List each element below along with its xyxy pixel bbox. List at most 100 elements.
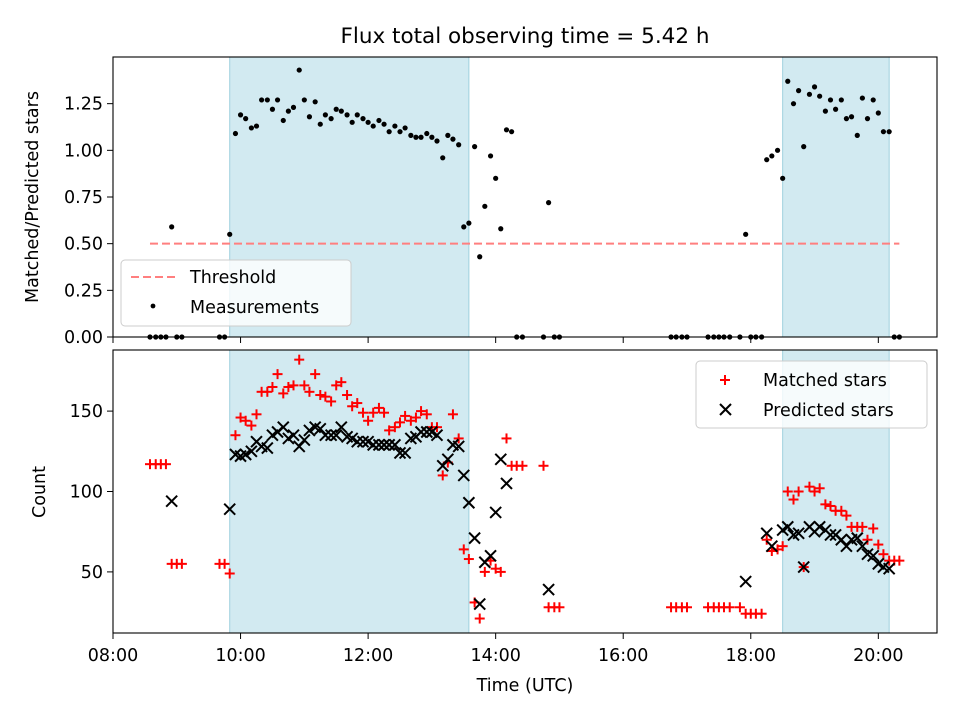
top-panel: 0.00 0.25 0.50 0.75 1.00 1.25 Matched/Predict…: [23, 56, 938, 348]
matched-point: [219, 558, 230, 569]
matched-point: [272, 369, 283, 380]
matched-point: [777, 541, 788, 552]
matched-point: [368, 407, 379, 418]
matched-point: [405, 415, 416, 426]
measurement-point: [317, 121, 323, 127]
measurement-point: [338, 108, 344, 114]
predicted-point: [356, 435, 370, 448]
legend-predicted-swatch: [719, 403, 732, 416]
matched-point: [294, 354, 305, 365]
legend-matched-label: Matched stars: [763, 371, 887, 391]
predicted-stars-series: [165, 420, 896, 611]
measurement-point: [859, 95, 865, 101]
measurement-point: [312, 99, 318, 105]
x-tick-label: 08:00: [88, 646, 138, 666]
matched-point: [538, 460, 549, 471]
matched-point: [363, 415, 374, 426]
bottom-panel: 50 100 150 08:00 10:00 12:00 14:00 16:00 18:00 2…: [30, 349, 938, 696]
measurement-point: [440, 155, 446, 161]
measurement-point: [806, 91, 813, 97]
measurement-point: [333, 106, 339, 112]
measurement-point: [482, 203, 488, 209]
predicted-point: [765, 539, 779, 553]
measurement-point: [402, 125, 408, 131]
measurement-point: [493, 175, 499, 181]
measurement-point: [248, 125, 254, 131]
predicted-point: [882, 562, 896, 575]
x-tick-label: 18:00: [726, 646, 776, 666]
predicted-point: [760, 527, 773, 540]
measurement-point: [424, 130, 430, 137]
measurement-point: [169, 224, 175, 230]
matched-point: [267, 381, 278, 392]
legend-predicted-label: Predicted stars: [763, 401, 894, 421]
measurement-point: [466, 220, 472, 226]
predicted-point: [468, 531, 481, 545]
predicted-point: [377, 438, 391, 452]
measurement-point: [264, 97, 270, 103]
predicted-point: [367, 438, 380, 452]
matched-point: [820, 499, 831, 510]
y-tick-label: 1.00: [64, 141, 103, 161]
predicted-point: [414, 425, 428, 439]
predicted-point: [457, 469, 470, 482]
measurement-point: [344, 112, 350, 118]
matched-point: [554, 602, 565, 613]
measurement-point: [843, 116, 850, 122]
measurement-point: [817, 93, 823, 99]
measurement-point: [822, 108, 828, 114]
predicted-point: [792, 527, 805, 540]
matched-point: [347, 401, 358, 412]
matched-point: [724, 602, 735, 613]
legend-matched-swatch: [720, 375, 730, 385]
predicted-point: [824, 528, 837, 542]
matched-point: [331, 380, 342, 391]
matched-point: [862, 534, 873, 545]
measurement-point: [456, 142, 462, 148]
matched-point: [495, 566, 506, 577]
measurement-point: [232, 130, 239, 137]
measurement-point: [429, 134, 435, 140]
predicted-point: [489, 506, 502, 519]
measurement-point: [392, 123, 398, 129]
matched-point: [734, 602, 745, 613]
predicted-point: [382, 438, 396, 452]
top-legend-box: [120, 259, 352, 327]
measurement-point: [503, 127, 510, 133]
matched-point: [681, 602, 692, 613]
measurement-point: [854, 132, 860, 138]
bottom-legend: Matched stars Predicted stars: [695, 360, 928, 429]
measurement-point: [450, 136, 456, 142]
matched-point: [894, 555, 905, 566]
measurement-point: [328, 116, 334, 122]
matched-point: [299, 380, 310, 391]
measurement-point: [290, 104, 297, 110]
matched-stars-series: [144, 354, 905, 624]
predicted-point: [324, 429, 338, 442]
measurement-point: [280, 117, 286, 124]
x-tick-label: 10:00: [215, 646, 265, 666]
y-tick-label: 50: [81, 563, 103, 583]
matched-point: [379, 407, 390, 418]
bottom-y-axis: 50 100 150: [70, 402, 113, 583]
predicted-point: [473, 597, 486, 611]
predicted-point: [420, 425, 433, 439]
matched-point: [458, 544, 469, 555]
measurement-point: [811, 84, 818, 90]
matched-point: [176, 558, 187, 569]
y-tick-label: 0.50: [64, 235, 103, 255]
matched-point: [804, 481, 815, 492]
matched-point: [868, 523, 879, 534]
y-tick-label: 150: [70, 402, 103, 422]
measurement-point: [227, 231, 233, 237]
y-tick-label: 0.00: [64, 328, 103, 348]
x-tick-label: 14:00: [470, 646, 520, 666]
predicted-point: [781, 520, 794, 534]
predicted-point: [287, 429, 300, 442]
legend-threshold-label: Threshold: [189, 268, 276, 288]
measurement-point: [796, 88, 802, 94]
measurement-point: [301, 97, 307, 103]
y-tick-label: 100: [70, 483, 103, 503]
predicted-point: [223, 502, 236, 516]
measurement-point: [370, 123, 376, 129]
